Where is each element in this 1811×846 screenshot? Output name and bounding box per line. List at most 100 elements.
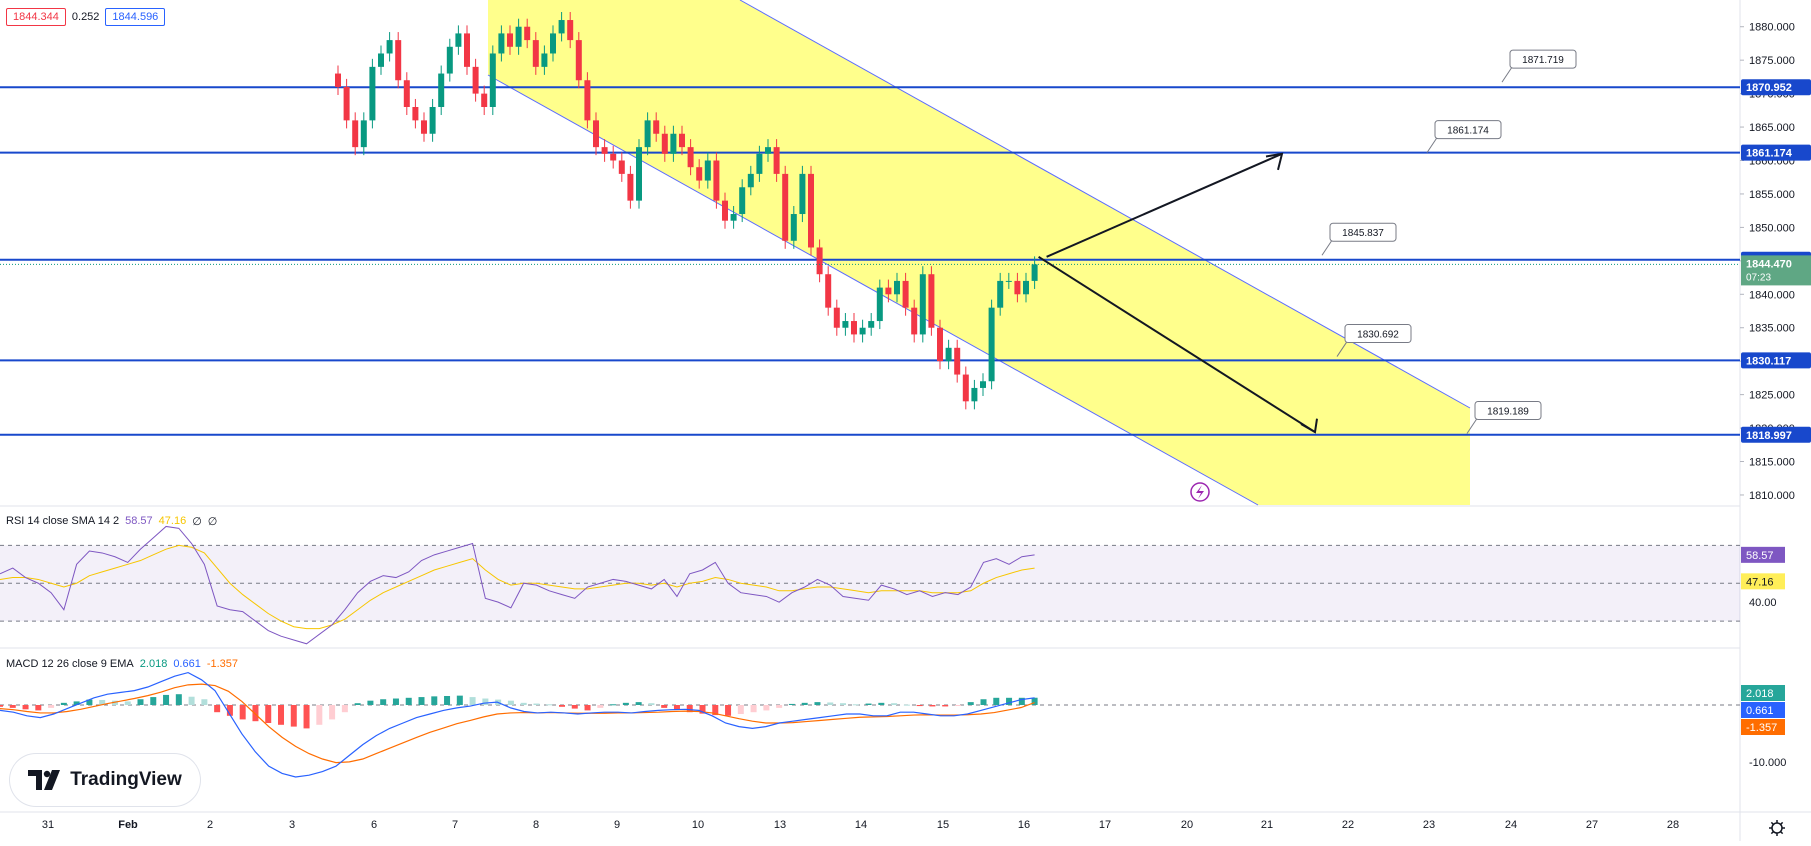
date-tick-label: Feb (118, 819, 138, 831)
rsi-value-badge: 58.57 (1741, 546, 1785, 563)
candle (713, 152, 720, 209)
date-tick-label: 7 (452, 819, 458, 831)
macd-hist-bar (750, 705, 757, 713)
candle-body (369, 66, 376, 121)
macd-hist-bar (175, 694, 182, 705)
candle-body (894, 280, 900, 295)
candle (894, 272, 900, 303)
candle-body (532, 40, 539, 67)
candle (799, 165, 806, 223)
macd-hist-bar (444, 696, 451, 705)
candle (378, 45, 384, 75)
tradingview-logo-icon (28, 770, 61, 790)
macd-hist-bar (584, 705, 591, 711)
candle (343, 78, 350, 129)
macd-badge-bg (1741, 702, 1785, 718)
macd-hist-bar (163, 694, 170, 705)
price-tick-label: 1810.000 (1749, 490, 1795, 502)
gear-icon[interactable] (1769, 820, 1785, 836)
callout-box (1344, 324, 1412, 344)
candle (386, 32, 393, 62)
candle (455, 25, 462, 55)
candle (980, 373, 986, 396)
date-tick-label: 23 (1423, 819, 1435, 831)
macd-value-badge: 0.661 (1741, 702, 1785, 718)
candle-body (687, 147, 694, 168)
bid-price[interactable]: 1844.344 (6, 8, 66, 26)
level-badge-label: 1870.952 (1746, 82, 1792, 94)
macd-hist-bar (124, 701, 131, 705)
candle (790, 205, 797, 249)
candle (472, 58, 479, 102)
current-price-badge: 1844.470 07:23 (1741, 255, 1811, 286)
candle-body (395, 40, 402, 81)
countdown-label: 07:23 (1746, 272, 1771, 283)
candle-body (980, 381, 986, 388)
candle-body (464, 33, 470, 67)
lightning-bolt (1196, 485, 1204, 499)
macd-hist-bar (725, 705, 732, 716)
rsi-badge-label: 58.57 (1746, 550, 1774, 562)
rsi-band (0, 545, 1740, 622)
quote-legend: 1844.344 0.252 1844.596 (6, 8, 166, 26)
candle-body (343, 86, 350, 121)
candle (730, 205, 737, 229)
macd-hist-bar (699, 705, 706, 714)
candle (868, 313, 875, 336)
macd-hist-bar (392, 698, 399, 705)
candle (395, 32, 402, 89)
candle (558, 12, 565, 42)
macd-hist-bar (737, 705, 744, 714)
candle-body (679, 133, 685, 148)
ask-price[interactable]: 1844.596 (105, 8, 166, 26)
price-tick-label: 1835.000 (1749, 323, 1795, 335)
date-tick-label: 14 (855, 819, 867, 831)
macd-hist-bar (1018, 697, 1025, 705)
macd-hist-bar (546, 704, 553, 706)
candle-body (558, 20, 565, 34)
candle-body (739, 187, 746, 215)
candle-body (661, 133, 668, 154)
candle (945, 339, 952, 370)
rsi-legend[interactable]: RSI 14 close SMA 14 2 58.57 47.16 ∅ ∅ (6, 515, 217, 528)
rsi-tick-label: 40.00 (1749, 597, 1777, 609)
macd-hist-bar (776, 705, 783, 708)
callout-label: 1861.174 (1447, 126, 1489, 137)
candle (937, 319, 943, 370)
macd-hist-bar (597, 705, 604, 708)
callout-box (1329, 222, 1397, 242)
macd-hist-bar (622, 702, 629, 705)
price-tick-label: 1840.000 (1749, 289, 1795, 301)
candle-body (1005, 280, 1012, 282)
candle-body (584, 80, 591, 121)
candle (1014, 272, 1021, 303)
macd-legend[interactable]: MACD 12 26 close 9 EMA 2.018 0.661 -1.35… (6, 658, 238, 670)
macd-hist-bar (559, 705, 566, 707)
date-tick-label: 3 (289, 819, 295, 831)
tradingview-logo[interactable]: TradingView (10, 754, 200, 806)
macd-badge-label: -1.357 (1746, 722, 1777, 734)
callout-label: 1871.719 (1522, 55, 1564, 66)
macd-hist-bar (673, 705, 680, 710)
candle (816, 239, 823, 283)
candle-body (593, 120, 599, 148)
rsi-label: RSI 14 close SMA 14 2 (6, 515, 120, 527)
macd-hist-bar (993, 697, 1000, 705)
macd-hist-bar (635, 702, 642, 705)
macd-badge-bg (1741, 719, 1785, 735)
date-tick-label: 17 (1099, 819, 1111, 831)
macd-badge-label: 0.661 (1746, 705, 1774, 717)
candle (524, 18, 531, 49)
macd-hist-bar (99, 699, 106, 705)
macd-hist-bar (1006, 697, 1013, 705)
callout-box (1474, 400, 1542, 420)
price-callout: 1830.692 (1336, 324, 1412, 357)
macd-hist-bar (788, 703, 795, 705)
candle (369, 58, 376, 129)
candle-body (335, 73, 341, 87)
candle (575, 32, 582, 89)
candle-body (971, 387, 978, 402)
macd-hist-bar (239, 705, 246, 720)
